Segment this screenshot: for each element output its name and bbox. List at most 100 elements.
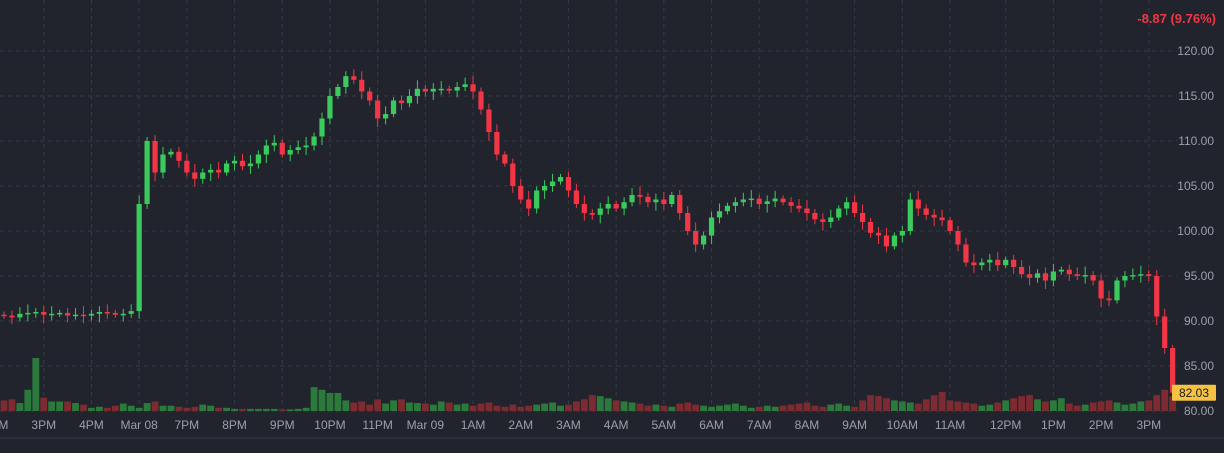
last-price-badge [1172,384,1216,401]
candle-body [17,313,23,318]
y-tick-label: 115.00 [1178,89,1214,103]
x-tick-label: 1PM [1041,418,1066,432]
volume-bar [231,408,238,411]
candle-body [1090,275,1096,281]
candle-body [693,231,699,245]
volume-bar [294,408,302,411]
volume-bar [724,404,731,411]
volume-bar [763,405,771,411]
volume-bar [811,405,819,411]
time-axis[interactable]: 2PM 3PM 4PM Mar 08 7PM 8PM 9PM 10PM 11PM Mar 09 1A… [0,418,1161,432]
candle-body [780,198,786,203]
volume-bar [843,405,851,411]
candle-body [708,217,715,236]
candle-body [605,204,611,209]
volume-bar [588,395,596,411]
volume-bar [970,403,978,411]
x-tick-label: 11PM [362,418,392,432]
candle-body [716,211,723,218]
volume-bar [1113,402,1121,411]
candle-body [136,204,142,312]
candle-body [653,199,659,203]
volume-bar [692,404,700,411]
volume-bar [549,402,556,411]
volume-bar [660,405,668,411]
y-tick-label: 85.00 [1184,359,1214,373]
volume-bar [40,397,48,411]
candles [1,69,1176,396]
volume-bar [604,398,612,411]
candle-body [772,198,778,202]
candle-body [446,88,452,91]
candle-body [1003,259,1009,266]
volume-bar [421,403,429,411]
volume-bar [755,406,763,411]
candle-body [9,315,15,318]
x-tick-label: 8AM [795,418,820,432]
volume-bar [135,407,143,411]
candle-body [1098,280,1104,299]
volume-bar [310,387,318,411]
candle-body [565,177,572,191]
candle-body [1074,274,1080,276]
x-tick-label: 3PM [1136,418,1161,432]
candle-body [1026,274,1033,278]
volume-bar [175,406,183,411]
candle-body [573,190,579,204]
volume-bar [986,404,994,411]
candle-body [335,87,341,96]
candle-body [1082,275,1088,277]
x-tick-label: 10AM [887,418,918,432]
candle-body [915,199,921,209]
candle-body [128,311,134,314]
volume-bar [1145,400,1153,411]
candle-body [80,314,87,317]
candle-body [867,222,874,233]
candle-body [414,88,420,96]
candle-body [454,87,460,91]
candle-body [192,172,198,179]
candle-body [168,151,174,155]
volume-bar [676,403,684,411]
volume-bar [898,401,906,411]
candle-body [208,169,214,173]
candle-body [1034,273,1041,278]
x-tick-label: 2PM [0,418,8,432]
volume-bar [596,396,604,411]
volume-bar [207,405,215,411]
volume-bar [374,399,382,411]
volume-bar [533,404,541,411]
candle-body [216,169,222,173]
candle-body [629,195,635,203]
candle-body [621,202,627,209]
volume-bar [1002,400,1010,411]
volume-bar [819,406,827,411]
candle-body [804,208,810,213]
price-axis[interactable]: 80.00 85.00 90.00 95.00 100.00 105.00 110.00 11… [1172,44,1216,418]
volume-bar [1010,398,1018,411]
volume-bar [119,403,127,411]
candle-body [430,88,436,92]
volume-bar [350,402,358,411]
volume-bar [978,405,986,411]
volume-bar [859,400,866,411]
volume-bar [247,408,254,411]
candle-body [343,76,349,87]
candle-body [72,314,79,317]
x-tick-label: 6AM [699,418,724,432]
candle-body [724,205,731,212]
candle-body [494,132,500,155]
volume-bar [167,405,175,411]
candle-body [828,217,834,222]
volume-bar [88,407,95,411]
candle-body [1058,269,1064,272]
volume-bar [573,401,580,411]
volume-bar [716,405,723,411]
volume-bar [1018,396,1025,411]
volume-bar [262,408,270,411]
volume-bar [787,404,795,411]
volume-bar [1050,400,1057,411]
x-tick-label: 5AM [652,418,677,432]
x-tick-label: Mar 08 [120,418,158,432]
candle-body [367,91,373,101]
